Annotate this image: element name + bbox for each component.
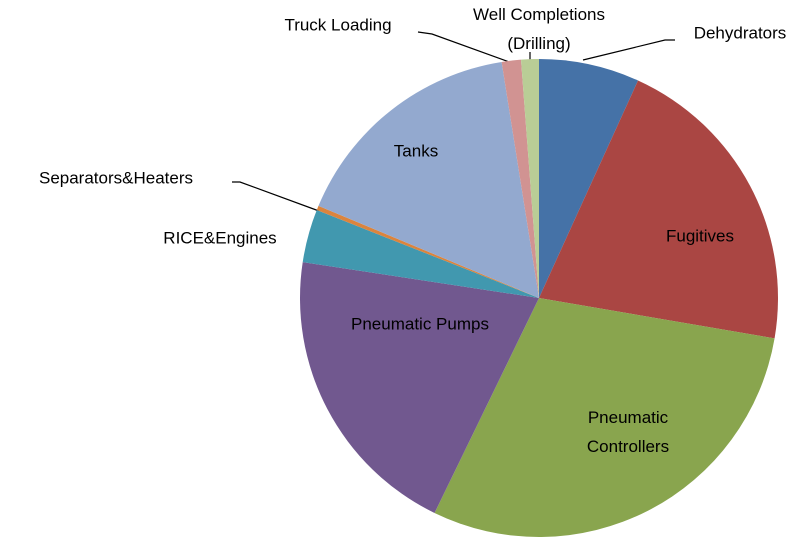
pie-slice [539, 80, 778, 339]
pie-slice [302, 210, 539, 298]
pie-slice [318, 61, 539, 298]
slice-label: Fugitives [665, 226, 735, 246]
slice-label: Truck Loading [284, 15, 392, 35]
slice-label: Pneumatic Controllers [586, 408, 670, 456]
leader-line [232, 181, 320, 212]
slice-label: RICE&Engines [163, 228, 277, 248]
slice-label: Tanks [393, 141, 439, 161]
slice-label: Well Completions (Drilling) [473, 5, 605, 53]
slice-label: Dehydrators [693, 23, 787, 43]
pie-slice [316, 205, 539, 298]
pie-slice [434, 298, 775, 537]
pie-slice [501, 59, 539, 299]
pie-slice [299, 262, 539, 513]
pie-slice [539, 59, 639, 298]
leader-line [417, 31, 513, 64]
slice-label: Pneumatic Pumps [351, 314, 489, 334]
pie-slice [520, 59, 539, 298]
leader-line [582, 39, 675, 61]
slice-label: Separators&Heaters [38, 168, 194, 188]
